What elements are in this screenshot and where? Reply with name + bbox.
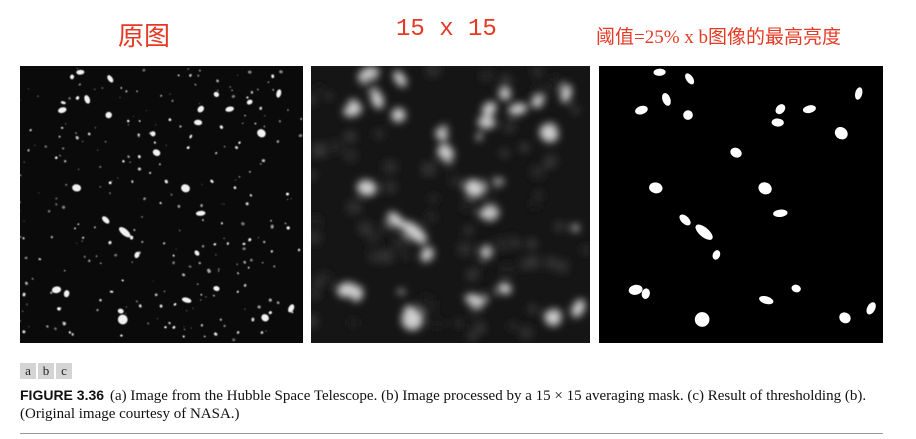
caption-divider bbox=[20, 433, 883, 434]
subfigure-labels: a b c bbox=[20, 363, 72, 379]
subfigure-label-c: c bbox=[56, 363, 72, 379]
caption-text: (a) Image from the Hubble Space Telescop… bbox=[20, 388, 867, 422]
heading-original: 原图 bbox=[118, 22, 171, 51]
hubble-original-image bbox=[20, 66, 303, 343]
subfigure-label-a: a bbox=[20, 363, 36, 379]
heading-threshold: 阈值=25% x b图像的最高亮度 bbox=[596, 27, 842, 48]
thresholded-image bbox=[599, 66, 883, 343]
heading-filter-size: 15 x 15 bbox=[396, 16, 497, 43]
figure-number: FIGURE 3.36 bbox=[20, 387, 105, 403]
subfigure-label-b: b bbox=[38, 363, 54, 379]
averaged-image bbox=[311, 66, 590, 343]
figure-caption: FIGURE 3.36 (a) Image from the Hubble Spa… bbox=[20, 386, 900, 423]
